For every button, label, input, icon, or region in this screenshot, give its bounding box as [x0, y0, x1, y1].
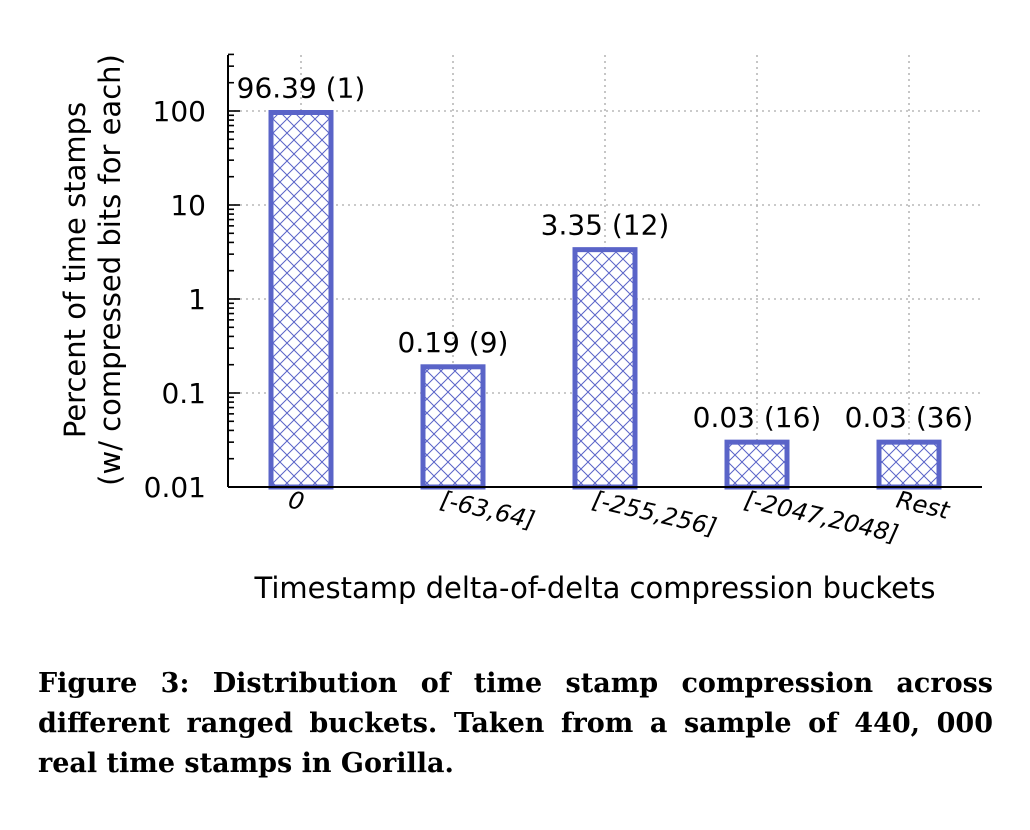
bar [268, 110, 334, 490]
x-tick-label: [-63,64] [438, 486, 538, 535]
y-tick-label: 0.01 [144, 471, 206, 504]
x-tick-label: Rest [894, 486, 954, 526]
x-tick-label: [-2047,2048] [742, 486, 901, 549]
title-layer: Timestamp delta-of-delta compression buc… [58, 54, 935, 605]
bar [876, 439, 942, 490]
x-tick-label: [-255,256] [590, 486, 720, 542]
y-tick-label: 10 [170, 189, 206, 222]
bar [724, 439, 790, 490]
bar [420, 364, 486, 490]
data-label: 0.03 (36) [845, 401, 974, 434]
y-tick-label: 0.1 [161, 377, 206, 410]
bar-layer [268, 110, 942, 490]
data-label: 96.39 (1) [237, 72, 366, 105]
label-layer: 0.01 0.1 1 10 100 0 [-63,64] [-255,256] [-2047,2… [144, 72, 974, 549]
x-axis-title: Timestamp delta-of-delta compression buc… [254, 571, 936, 605]
figure-caption: Figure 3: Distribution of time stamp com… [38, 668, 993, 779]
data-label: 3.35 (12) [541, 209, 670, 242]
data-label: 0.03 (16) [693, 401, 822, 434]
chart: 0.01 0.1 1 10 100 0 [-63,64] [-255,256] [-2047,2… [58, 53, 982, 605]
y-tick-label: 100 [153, 95, 206, 128]
data-label: 0.19 (9) [398, 326, 509, 359]
y-tick-label: 1 [188, 283, 206, 316]
y-axis-title-line2: (w/ compressed bits for each) [93, 54, 127, 486]
bar [572, 247, 638, 490]
axis-layer [227, 53, 982, 488]
y-axis-title-line1: Percent of time stamps [58, 102, 92, 438]
x-tick-label: 0 [286, 486, 307, 517]
